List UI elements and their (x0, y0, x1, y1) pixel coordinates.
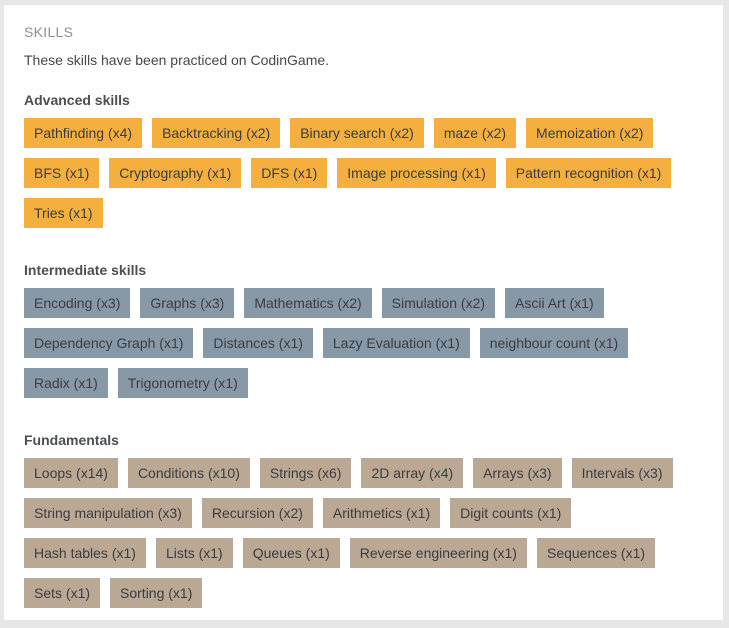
skills-card: SKILLS These skills have been practiced … (4, 5, 723, 620)
skill-tag[interactable]: 2D array (x4) (361, 458, 464, 488)
skill-tag[interactable]: Recursion (x2) (201, 498, 313, 528)
skill-tag[interactable]: Pathfinding (x4) (24, 118, 143, 148)
skill-tag[interactable]: Conditions (x10) (127, 458, 250, 488)
skill-tag[interactable]: Tries (x1) (24, 198, 103, 228)
skill-tag[interactable]: Encoding (x3) (24, 288, 131, 318)
skill-tag[interactable]: Intervals (x3) (571, 458, 673, 488)
skill-tag[interactable]: String manipulation (x3) (24, 498, 192, 528)
skill-tag[interactable]: Memoization (x2) (526, 118, 654, 148)
skill-tag[interactable]: Lists (x1) (155, 538, 233, 568)
skill-tag[interactable]: Binary search (x2) (290, 118, 424, 148)
skill-tag[interactable]: Simulation (x2) (381, 288, 496, 318)
skill-tag[interactable]: Pattern recognition (x1) (505, 158, 672, 188)
skill-tag[interactable]: Reverse engineering (x1) (349, 538, 527, 568)
skill-tag[interactable]: Backtracking (x2) (152, 118, 281, 148)
advanced-skills-tags: Pathfinding (x4) Backtracking (x2) Binar… (24, 118, 704, 238)
skill-tag[interactable]: Ascii Art (x1) (505, 288, 604, 318)
intermediate-skills-heading: Intermediate skills (24, 262, 147, 278)
skill-tag[interactable]: Queues (x1) (242, 538, 340, 568)
intermediate-skills-tags: Encoding (x3) Graphs (x3) Mathematics (x… (24, 288, 704, 408)
skill-tag[interactable]: BFS (x1) (24, 158, 100, 188)
fundamentals-heading: Fundamentals (24, 432, 119, 448)
skill-tag[interactable]: Arrays (x3) (473, 458, 562, 488)
skill-tag[interactable]: Distances (x1) (203, 328, 313, 358)
skill-tag[interactable]: neighbour count (x1) (479, 328, 629, 358)
skill-tag[interactable]: DFS (x1) (251, 158, 328, 188)
skill-tag[interactable]: Lazy Evaluation (x1) (322, 328, 470, 358)
advanced-skills-heading: Advanced skills (24, 92, 130, 108)
skill-tag[interactable]: Graphs (x3) (140, 288, 235, 318)
skill-tag[interactable]: Arithmetics (x1) (322, 498, 441, 528)
fundamentals-tags: Loops (x14) Conditions (x10) Strings (x6… (24, 458, 704, 618)
skill-tag[interactable]: maze (x2) (433, 118, 517, 148)
skill-tag[interactable]: Sets (x1) (24, 578, 101, 608)
skill-tag[interactable]: Cryptography (x1) (109, 158, 242, 188)
skill-tag[interactable]: Sequences (x1) (536, 538, 656, 568)
skill-tag[interactable]: Trigonometry (x1) (117, 368, 248, 398)
skills-description: These skills have been practiced on Codi… (24, 52, 330, 68)
skill-tag[interactable]: Image processing (x1) (337, 158, 496, 188)
skill-tag[interactable]: Digit counts (x1) (450, 498, 572, 528)
skill-tag[interactable]: Hash tables (x1) (24, 538, 146, 568)
skills-title: SKILLS (24, 24, 74, 40)
skill-tag[interactable]: Sorting (x1) (110, 578, 203, 608)
skill-tag[interactable]: Strings (x6) (259, 458, 352, 488)
skill-tag[interactable]: Radix (x1) (24, 368, 108, 398)
skill-tag[interactable]: Mathematics (x2) (244, 288, 372, 318)
skill-tag[interactable]: Loops (x14) (24, 458, 118, 488)
skill-tag[interactable]: Dependency Graph (x1) (24, 328, 194, 358)
